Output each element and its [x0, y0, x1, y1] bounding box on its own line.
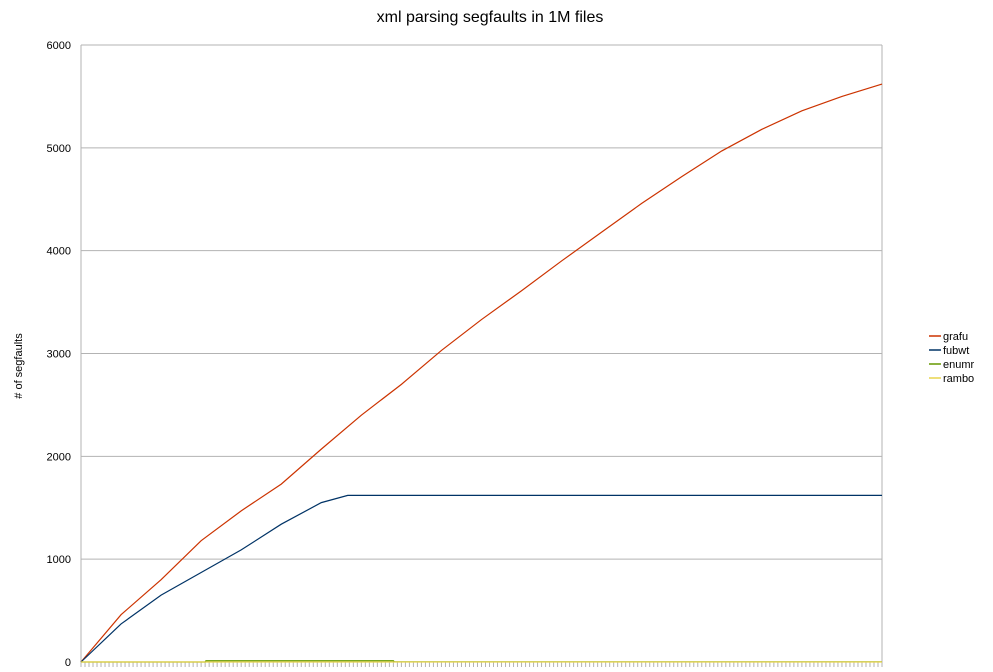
- legend-label-enumr: enumr: [943, 359, 975, 371]
- y-tick-label-1000: 1000: [47, 554, 71, 566]
- y-tick-label-6000: 6000: [47, 40, 71, 52]
- series-line-fubwt: [80, 494, 882, 663]
- y-tick-label-3000: 3000: [47, 349, 71, 361]
- series-lines: [80, 83, 883, 663]
- y-axis-label: # of segfaults: [13, 333, 25, 399]
- legend-label-grafu: grafu: [943, 331, 968, 343]
- series-line-grafu: [80, 83, 883, 663]
- x-axis-ticks: [80, 662, 883, 667]
- y-tick-label-4000: 4000: [47, 246, 71, 258]
- legend-label-rambo: rambo: [943, 373, 974, 385]
- y-tick-label-2000: 2000: [47, 451, 71, 463]
- chart-title: xml parsing segfaults in 1M files: [377, 9, 604, 26]
- legend-label-fubwt: fubwt: [943, 345, 969, 357]
- grid-lines: [81, 44, 882, 560]
- y-tick-label-0: 0: [65, 657, 71, 669]
- y-axis-tick-labels: 0 1000 2000 3000 4000 5000 6000: [47, 40, 71, 669]
- legend: grafu fubwt enumr rambo: [929, 331, 975, 385]
- y-tick-label-5000: 5000: [47, 143, 71, 155]
